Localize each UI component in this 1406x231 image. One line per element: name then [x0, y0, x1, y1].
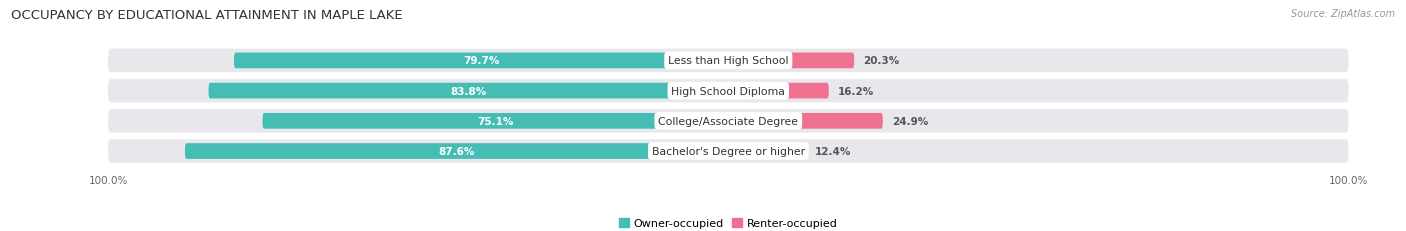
Legend: Owner-occupied, Renter-occupied: Owner-occupied, Renter-occupied [614, 214, 842, 231]
FancyBboxPatch shape [186, 143, 728, 159]
Text: Less than High School: Less than High School [668, 56, 789, 66]
FancyBboxPatch shape [108, 109, 1348, 133]
Text: 24.9%: 24.9% [891, 116, 928, 126]
FancyBboxPatch shape [108, 49, 1348, 73]
Text: OCCUPANCY BY EDUCATIONAL ATTAINMENT IN MAPLE LAKE: OCCUPANCY BY EDUCATIONAL ATTAINMENT IN M… [11, 9, 404, 22]
Text: 12.4%: 12.4% [814, 146, 851, 156]
Text: High School Diploma: High School Diploma [672, 86, 785, 96]
FancyBboxPatch shape [728, 113, 883, 129]
Text: 16.2%: 16.2% [838, 86, 875, 96]
FancyBboxPatch shape [208, 83, 728, 99]
FancyBboxPatch shape [728, 53, 855, 69]
FancyBboxPatch shape [233, 53, 728, 69]
Text: 79.7%: 79.7% [463, 56, 499, 66]
Text: 87.6%: 87.6% [439, 146, 475, 156]
Text: 75.1%: 75.1% [477, 116, 513, 126]
Text: Source: ZipAtlas.com: Source: ZipAtlas.com [1291, 9, 1395, 19]
Text: College/Associate Degree: College/Associate Degree [658, 116, 799, 126]
FancyBboxPatch shape [728, 83, 828, 99]
FancyBboxPatch shape [728, 143, 806, 159]
Text: 83.8%: 83.8% [450, 86, 486, 96]
Text: 20.3%: 20.3% [863, 56, 900, 66]
FancyBboxPatch shape [263, 113, 728, 129]
FancyBboxPatch shape [108, 79, 1348, 103]
Text: Bachelor's Degree or higher: Bachelor's Degree or higher [652, 146, 804, 156]
FancyBboxPatch shape [108, 140, 1348, 163]
